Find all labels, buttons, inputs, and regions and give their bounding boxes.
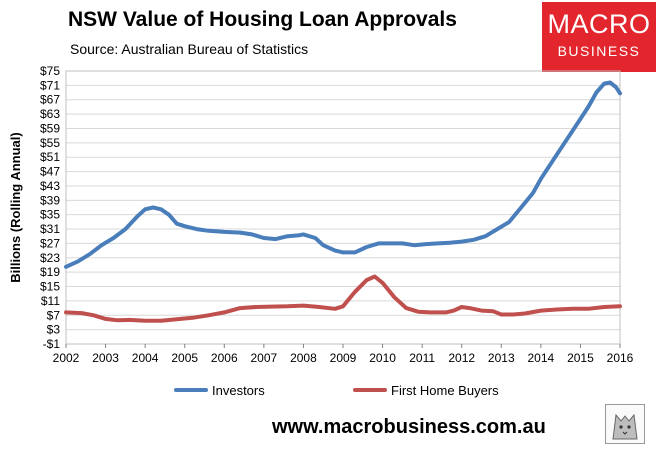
- x-tick-label: 2011: [409, 351, 435, 365]
- y-tick-label: $19: [40, 265, 60, 279]
- x-tick-label: 2004: [132, 351, 159, 365]
- x-tick-label: 2002: [53, 351, 80, 365]
- y-tick-label: $27: [40, 236, 60, 250]
- y-tick-label: $11: [41, 294, 60, 308]
- chart-subtitle: Source: Australian Bureau of Statistics: [70, 41, 309, 57]
- macrobusiness-logo: MACRO BUSINESS: [542, 2, 656, 72]
- footer-url: www.macrobusiness.com.au: [272, 416, 546, 438]
- wolf-mascot-icon: [605, 404, 645, 444]
- y-tick-label: $67: [40, 93, 60, 107]
- y-tick-label: $35: [40, 208, 60, 222]
- y-tick-label: $23: [40, 251, 60, 265]
- y-tick-label: $3: [47, 323, 61, 337]
- y-tick-label: $47: [40, 165, 60, 179]
- x-tick-label: 2005: [171, 351, 198, 365]
- y-tick-label: $63: [40, 107, 60, 121]
- x-tick-label: 2003: [92, 351, 119, 365]
- y-tick-label: $31: [40, 222, 60, 236]
- y-tick-label: $59: [40, 121, 60, 135]
- y-tick-label: -$1: [43, 337, 61, 351]
- legend-label: Investors: [212, 383, 265, 398]
- logo-line-2: BUSINESS: [557, 43, 641, 59]
- y-tick-label: $39: [40, 193, 60, 207]
- x-tick-label: 2009: [330, 351, 357, 365]
- x-tick-label: 2006: [211, 351, 238, 365]
- y-tick-label: $43: [40, 179, 60, 193]
- x-tick-label: 2015: [567, 351, 594, 365]
- y-tick-label: $15: [40, 280, 60, 294]
- chart-title: NSW Value of Housing Loan Approvals: [68, 8, 457, 31]
- x-tick-label: 2010: [369, 351, 396, 365]
- x-tick-label: 2007: [251, 351, 278, 365]
- y-axis-label: Billions (Rolling Annual): [8, 132, 23, 282]
- x-tick-label: 2014: [528, 351, 555, 365]
- x-tick-label: 2016: [607, 351, 634, 365]
- y-tick-label: $71: [40, 78, 60, 92]
- y-tick-label: $7: [47, 308, 61, 322]
- legend-label: First Home Buyers: [391, 383, 499, 398]
- x-tick-label: 2012: [448, 351, 475, 365]
- y-tick-label: $75: [40, 64, 60, 78]
- y-tick-label: $51: [40, 150, 60, 164]
- series-line-investors: [64, 80, 622, 269]
- y-tick-label: $55: [40, 136, 60, 150]
- series-line-first-home-buyers: [64, 274, 622, 323]
- logo-line-1: MACRO: [547, 9, 651, 39]
- x-tick-label: 2008: [290, 351, 317, 365]
- x-tick-label: 2013: [488, 351, 515, 365]
